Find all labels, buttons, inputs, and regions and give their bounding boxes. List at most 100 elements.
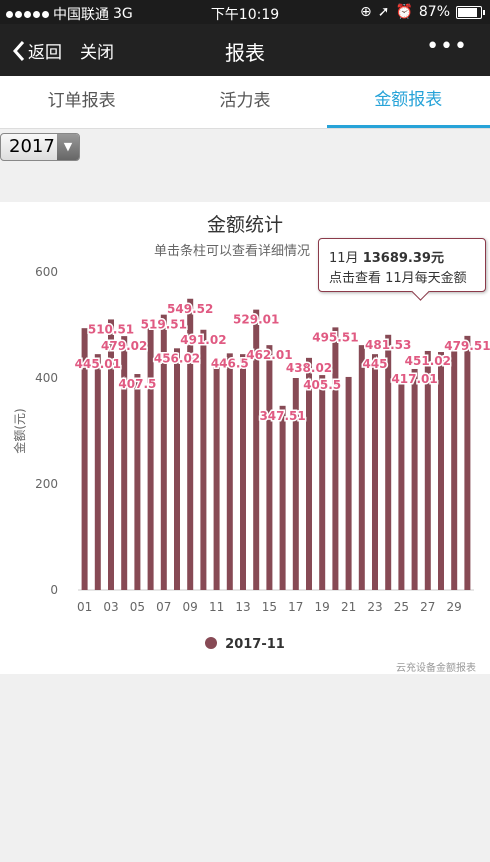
bar[interactable]	[174, 348, 180, 590]
bar[interactable]	[81, 328, 88, 590]
x-tick-label: 01	[77, 600, 92, 614]
x-tick-label: 15	[262, 600, 277, 614]
data-label: 479.51	[444, 339, 490, 353]
bar[interactable]	[279, 405, 286, 590]
rotation-lock-icon: ⊕	[359, 4, 372, 20]
bar[interactable]	[213, 366, 220, 590]
bar[interactable]	[147, 328, 154, 590]
x-tick-label: 05	[130, 600, 145, 614]
close-button[interactable]: 关闭	[80, 43, 114, 63]
back-button[interactable]: 返回	[12, 38, 62, 63]
data-label: 529.01	[233, 313, 279, 327]
status-right: ⊕ ➚ ⏰ 87%	[359, 4, 485, 20]
bar[interactable]	[253, 309, 260, 590]
x-tick-label: 25	[394, 600, 409, 614]
x-tick-label: 13	[235, 600, 250, 614]
data-label: 445.01	[75, 357, 121, 371]
data-label: 462.01	[246, 348, 292, 362]
bar[interactable]	[398, 383, 405, 590]
location-icon: ➚	[377, 4, 390, 20]
page-title: 报表	[225, 41, 265, 65]
data-label: 438.02	[286, 361, 332, 375]
bar-chart: 0 200 400 600 金额(元) 01 03 05 07 09 11 13 15 17 19 21 23 2…	[12, 265, 490, 614]
bar[interactable]	[187, 298, 194, 590]
tab-activity[interactable]: 活力表	[219, 91, 271, 111]
data-label: 405.5	[303, 378, 341, 392]
bar[interactable]	[345, 376, 352, 590]
bar[interactable]	[319, 375, 326, 590]
bar[interactable]	[134, 374, 141, 590]
bar[interactable]	[160, 314, 167, 590]
more-menu-button[interactable]: •••	[426, 34, 468, 59]
data-label: 510.51	[88, 322, 134, 336]
y-tick-label: 400	[35, 371, 58, 385]
status-left: 中国联通 3G	[6, 4, 133, 24]
bar[interactable]	[385, 334, 392, 590]
x-tick-label: 27	[420, 600, 435, 614]
bar[interactable]	[332, 327, 339, 590]
bar[interactable]	[358, 345, 365, 590]
battery-percent: 87%	[418, 4, 450, 20]
chevron-left-icon	[12, 40, 25, 61]
network-type: 3G	[113, 6, 133, 22]
chart-credits: 云充设备金额报表	[396, 663, 476, 674]
status-bar: 中国联通 3G 下午10:19 ⊕ ➚ ⏰ 87%	[0, 0, 490, 24]
x-tick-label: 21	[341, 600, 356, 614]
tooltip-line-1: 11月 13689.39元	[329, 247, 444, 266]
bar[interactable]	[240, 354, 246, 590]
tab-order-report[interactable]: 订单报表	[47, 91, 116, 111]
legend-swatch	[205, 637, 218, 649]
x-tick-label: 07	[156, 600, 171, 614]
year-select[interactable]: 2017 ▼	[0, 133, 80, 161]
bar[interactable]	[292, 378, 299, 590]
x-tick-label: 29	[447, 600, 462, 614]
data-label: 347.51	[259, 409, 305, 423]
y-tick-label: 0	[50, 583, 58, 597]
data-label: 519.51	[141, 318, 187, 332]
bar[interactable]	[200, 329, 207, 590]
bar[interactable]	[94, 354, 101, 590]
carrier-name: 中国联通	[53, 7, 109, 23]
bar[interactable]	[108, 319, 114, 590]
data-label: 456.02	[154, 351, 200, 365]
data-label: 479.02	[101, 339, 147, 353]
chart-subtitle: 单击条柱可以查看详细情况	[154, 244, 311, 259]
tooltip-month: 11月	[329, 251, 359, 266]
signal-icon	[6, 10, 49, 18]
nav-bar: 返回 关闭 报表 •••	[0, 24, 490, 76]
report-tabs: 订单报表 活力表 金额报表	[0, 76, 490, 129]
back-label: 返回	[28, 43, 62, 63]
data-label: 481.53	[365, 338, 411, 352]
bar[interactable]	[372, 354, 378, 590]
x-tick-label: 23	[367, 600, 382, 614]
tooltip-amount: 13689.39元	[362, 251, 444, 266]
bar[interactable]	[121, 336, 128, 590]
bar[interactable]	[226, 353, 233, 590]
x-tick-label: 19	[315, 600, 330, 614]
dropdown-arrow-icon: ▼	[57, 134, 79, 160]
data-label: 451.02	[405, 354, 451, 368]
status-time: 下午10:19	[210, 7, 280, 23]
y-tick-label: 200	[35, 477, 58, 491]
data-label: 417.01	[391, 372, 437, 386]
bar[interactable]	[411, 368, 418, 590]
legend-label: 2017-11	[225, 637, 285, 652]
bar[interactable]	[438, 352, 444, 590]
bar[interactable]	[451, 350, 458, 590]
bar[interactable]	[424, 350, 431, 590]
data-label: 495.51	[312, 330, 358, 344]
data-label: 549.52	[167, 302, 213, 316]
bar[interactable]	[266, 345, 273, 590]
chart-title: 金额统计	[206, 214, 283, 236]
bar[interactable]	[306, 357, 312, 590]
chart-legend[interactable]: 2017-11	[0, 637, 490, 652]
year-select-value: 2017	[9, 136, 55, 157]
tab-amount-report[interactable]: 金额报表	[326, 76, 490, 128]
bar[interactable]	[464, 335, 471, 590]
x-tick-label: 17	[288, 600, 303, 614]
alarm-icon: ⏰	[395, 4, 413, 20]
x-tick-label: 03	[103, 600, 118, 614]
data-label: 446.5	[211, 356, 249, 370]
x-tick-label: 11	[209, 600, 224, 614]
chart-tooltip[interactable]: 11月 13689.39元 点击查看 11月每天金额	[318, 238, 486, 292]
